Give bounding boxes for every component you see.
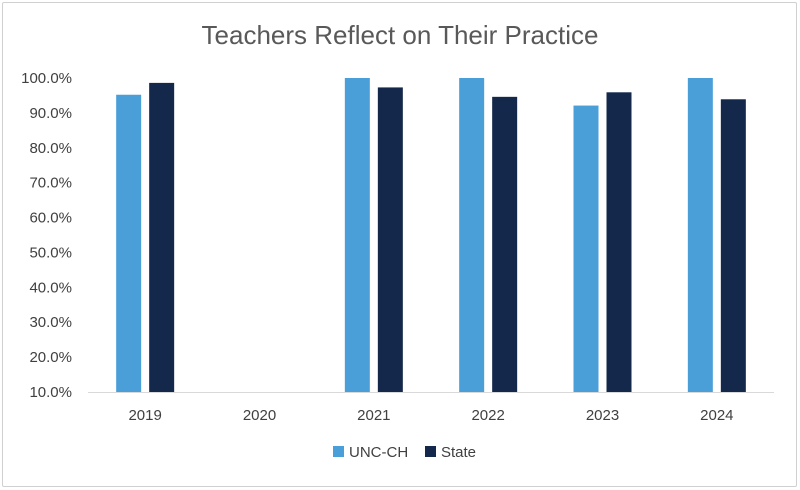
- y-tick-label: 50.0%: [29, 244, 72, 261]
- x-axis: 2019 2020 2021 2022 2023 2024: [88, 392, 774, 424]
- legend-swatch: [333, 446, 344, 457]
- legend: UNC-CH State: [333, 444, 476, 461]
- bar-unc-ch-2024: [687, 78, 713, 392]
- chart-title: Teachers Reflect on Their Practice: [202, 20, 599, 50]
- y-tick-label: 10.0%: [29, 384, 72, 401]
- bar-state-2019: [149, 82, 175, 392]
- y-tick-label: 60.0%: [29, 210, 72, 227]
- y-tick-label: 40.0%: [29, 279, 72, 296]
- bar-unc-ch-2019: [116, 94, 142, 392]
- y-tick-label: 90.0%: [29, 105, 72, 122]
- legend-label: State: [441, 444, 476, 461]
- bar-state-2022: [492, 96, 518, 392]
- x-tick-label: 2021: [357, 407, 390, 424]
- y-tick-label: 80.0%: [29, 140, 72, 157]
- legend-swatch: [425, 446, 436, 457]
- bar-unc-ch-2023: [573, 105, 599, 392]
- x-tick-label: 2020: [243, 407, 276, 424]
- y-tick-label: 100.0%: [21, 70, 72, 87]
- y-tick-label: 30.0%: [29, 314, 72, 331]
- bar-state-2023: [606, 92, 632, 392]
- legend-label: UNC-CH: [349, 444, 408, 461]
- x-tick-label: 2022: [471, 407, 504, 424]
- y-axis: 10.0% 20.0% 30.0% 40.0% 50.0% 60.0% 70.0% 80.0%…: [21, 70, 72, 401]
- bar-state-2021: [377, 87, 403, 393]
- x-tick-label: 2019: [128, 407, 161, 424]
- x-tick-label: 2023: [586, 407, 619, 424]
- y-tick-label: 20.0%: [29, 349, 72, 366]
- bar-unc-ch-2022: [459, 78, 485, 392]
- bar-state-2024: [720, 99, 746, 392]
- x-tick-label: 2024: [700, 407, 733, 424]
- y-tick-label: 70.0%: [29, 175, 72, 192]
- bars: [116, 78, 746, 393]
- bar-unc-ch-2021: [344, 78, 370, 392]
